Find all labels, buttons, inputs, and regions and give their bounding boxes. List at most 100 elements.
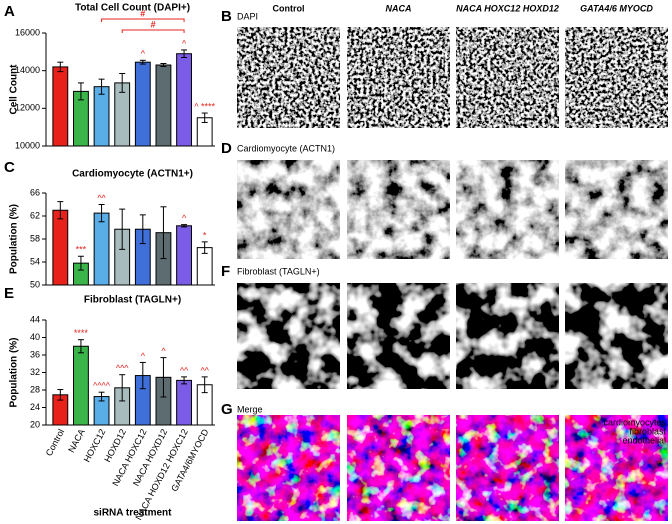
bar	[155, 64, 172, 147]
panel-letter: B	[221, 8, 232, 25]
significance-label: ^	[141, 49, 146, 59]
legend-label: endothelial	[622, 435, 666, 445]
micrograph	[237, 283, 340, 389]
y-tick-label: 28	[30, 384, 40, 394]
significance-label: ^^^	[116, 363, 129, 373]
significance-label: ***	[76, 245, 87, 255]
legend-label: cardiomyocytes	[603, 417, 666, 427]
panel-letter: G	[221, 401, 233, 418]
bar	[93, 212, 110, 286]
significance-label: ^^	[200, 365, 209, 375]
row-label: DAPI	[237, 11, 258, 21]
y-axis-label: Cell Count	[9, 64, 20, 115]
y-tick-label: 44	[30, 314, 40, 324]
error-bar	[201, 241, 208, 254]
y-tick-label: 20	[30, 419, 40, 429]
micrograph	[347, 415, 450, 521]
panel-letter: E	[4, 285, 14, 302]
bar	[93, 86, 110, 147]
y-tick-label: 36	[30, 349, 40, 359]
bar	[176, 225, 192, 286]
error-bar	[57, 201, 64, 220]
error-bar	[139, 361, 146, 390]
error-bar	[77, 255, 84, 271]
column-header: NACA HOXC12 HOXD12	[456, 3, 559, 13]
significance-label: ^	[182, 38, 187, 48]
micrograph	[347, 160, 450, 259]
y-tick-label: 32	[30, 367, 40, 377]
significance-label: ^	[182, 213, 187, 223]
legend-label: fibroblast	[629, 426, 666, 436]
micrograph	[237, 160, 340, 259]
bar	[176, 379, 192, 426]
significance-label: ^ ****	[194, 101, 215, 111]
error-bar	[201, 376, 208, 394]
bar	[134, 61, 151, 147]
y-tick-label: 50	[30, 279, 40, 289]
significance-label: ^	[161, 346, 166, 356]
error-bar	[98, 78, 105, 95]
error-bar	[201, 112, 208, 123]
panel-letter: D	[221, 140, 232, 157]
bar	[52, 209, 69, 286]
y-tick-label: 40	[30, 332, 40, 342]
micrograph	[565, 160, 668, 259]
y-axis-label: Population (%)	[9, 338, 20, 408]
error-bar	[160, 63, 167, 68]
row-label: Fibroblast (TAGLN+)	[237, 266, 320, 276]
column-header: NACA	[386, 3, 412, 13]
bar	[176, 53, 192, 147]
bracket-label: #	[140, 8, 145, 18]
micrograph	[456, 160, 559, 259]
significance-label: ^^^^	[93, 381, 111, 391]
significance-bracket	[121, 29, 185, 33]
x-tick-label: NACA	[66, 427, 87, 454]
error-bar	[77, 339, 84, 354]
significance-label: ^^	[180, 365, 189, 375]
micrograph	[565, 415, 668, 521]
error-bar	[181, 224, 188, 228]
error-bar	[119, 72, 126, 93]
panel-letter: C	[4, 159, 15, 176]
bracket-label: #	[151, 19, 156, 29]
y-tick-label: 14000	[15, 65, 40, 75]
x-tick-label: Control	[44, 427, 66, 457]
chart-title: Fibroblast (TAGLN+)	[84, 295, 181, 306]
micrograph	[456, 283, 559, 389]
micrograph	[565, 283, 668, 389]
bar	[73, 345, 89, 426]
micrograph	[347, 27, 450, 128]
y-tick-label: 12000	[15, 103, 40, 113]
error-bar	[139, 59, 146, 65]
row-label: Cardiomyocyte (ACTN1)	[237, 143, 335, 153]
micrograph	[237, 415, 340, 521]
significance-bracket	[101, 18, 185, 22]
y-tick-label: 66	[30, 187, 40, 197]
error-bar	[181, 49, 188, 58]
y-tick-label: 16000	[15, 27, 40, 37]
error-bar	[119, 208, 126, 250]
chart-title: Total Cell Count (DAPI+)	[75, 3, 190, 14]
error-bar	[57, 389, 64, 401]
panel-letter: A	[4, 3, 15, 20]
error-bar	[181, 376, 188, 385]
x-axis-label: siRNA treatment	[94, 508, 173, 519]
y-tick-label: 58	[30, 233, 40, 243]
bar	[52, 66, 69, 147]
error-bar	[139, 214, 146, 245]
error-bar	[77, 82, 84, 101]
error-bar	[98, 204, 105, 223]
y-tick-label: 24	[30, 402, 40, 412]
y-tick-label: 54	[30, 256, 40, 266]
panel-letter: F	[221, 263, 230, 280]
micrograph	[565, 27, 668, 128]
y-tick-label: 10000	[15, 140, 40, 150]
significance-label: *	[203, 230, 207, 240]
significance-label: ^^	[97, 193, 106, 203]
significance-label: ****	[74, 328, 89, 338]
y-axis-label: Population (%)	[9, 204, 20, 274]
column-header: GATA4/6 MYOCD	[580, 3, 653, 13]
micrograph	[347, 283, 450, 389]
error-bar	[160, 206, 167, 260]
